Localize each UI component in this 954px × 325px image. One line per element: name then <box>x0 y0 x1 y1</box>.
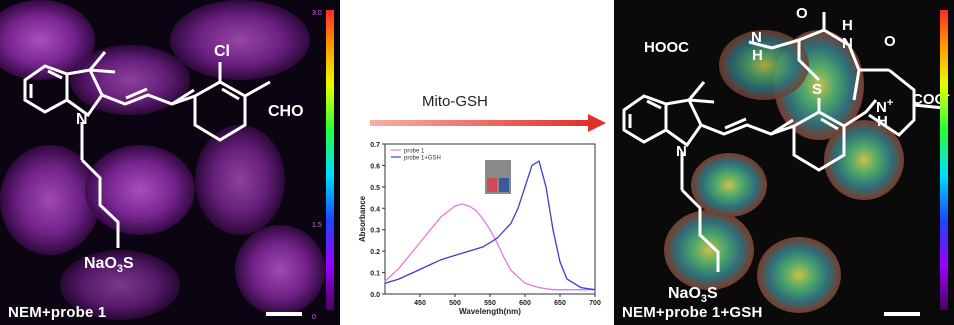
series-line-1 <box>384 160 596 291</box>
series-1-point <box>517 207 519 209</box>
legend-label-0: probe 1 <box>404 149 425 155</box>
left-microscopy-panel: Cl CHO N NaO3S 3.0 1.5 0 NEM+probe 1 <box>0 0 340 325</box>
series-1-point <box>398 278 400 280</box>
x-tick-label: 700 <box>589 300 601 307</box>
y-tick-label: 0.5 <box>370 185 380 192</box>
series-0-point <box>552 289 554 291</box>
right-colorbar <box>940 10 948 310</box>
series-1-point <box>468 250 470 252</box>
h1-label: H <box>752 47 763 64</box>
series-1-point <box>580 286 582 289</box>
cho-label: CHO <box>268 103 304 120</box>
series-1-point <box>482 246 484 248</box>
series-1-point <box>538 160 540 162</box>
x-tick-label: 550 <box>484 300 496 307</box>
left-caption: NEM+probe 1 <box>8 304 107 321</box>
product-labels: HOOC N H O H N O S N+ H COO- N NaO3S <box>644 5 950 305</box>
reaction-label: Mito-GSH <box>422 93 488 110</box>
probe-1-structure <box>23 51 271 248</box>
series-1-point <box>412 271 414 274</box>
colorbar-tick-bottom: 0 <box>312 314 316 321</box>
series-0-point <box>510 269 512 272</box>
series-line-0 <box>384 203 595 291</box>
left-colorbar <box>326 10 334 310</box>
h3-label: H <box>877 113 888 130</box>
cl-label: Cl <box>214 43 230 60</box>
series-1-point <box>594 289 596 291</box>
right-cells-image: HOOC N H O H N O S N+ H COO- N NaO3S <box>622 5 950 313</box>
series-1-point <box>426 265 428 267</box>
product-structure <box>622 12 945 272</box>
salt-label: NaO3S <box>84 255 134 275</box>
vial-probe-gsh <box>499 178 509 192</box>
h2-label: H <box>842 17 853 34</box>
coo-label: COO- <box>912 89 950 108</box>
series-1-point <box>496 237 498 239</box>
series-0-point <box>412 250 414 252</box>
y-tick-label: 0.4 <box>370 206 380 213</box>
colorbar-tick-top: 3.0 <box>312 10 322 17</box>
series-0-point <box>566 289 568 291</box>
series-1-point <box>531 164 533 167</box>
x-tick-label: 450 <box>414 300 426 307</box>
series-1-point <box>559 261 561 263</box>
n-left-label: N <box>676 143 687 160</box>
series-0-point <box>426 233 428 235</box>
series-0-point <box>440 216 442 218</box>
legend-label-1: probe 1+GSH <box>404 156 441 162</box>
series-1-point <box>552 229 554 231</box>
series-0-point <box>475 209 477 212</box>
n3-label: N+ <box>876 97 893 116</box>
series-0-point <box>454 205 456 207</box>
series-1-point <box>440 259 442 261</box>
series-0-point <box>489 229 491 231</box>
series-1-point <box>524 186 526 188</box>
series-0-point <box>468 205 470 207</box>
y-tick-label: 0.0 <box>370 292 380 299</box>
hooc-label: HOOC <box>644 39 689 56</box>
series-1-point <box>454 254 456 257</box>
probe-1-labels: Cl CHO N NaO3S <box>76 43 304 275</box>
series-1-point <box>545 186 547 188</box>
right-scale-bar <box>884 312 920 316</box>
series-0-point <box>482 218 484 220</box>
series-0-point <box>496 241 498 244</box>
n-label: N <box>76 111 88 128</box>
series-0-point <box>503 256 505 259</box>
y-tick-label: 0.3 <box>370 228 380 235</box>
x-axis-label: Wavelength(nm) <box>459 307 521 316</box>
absorbance-spectrum-chart: 0.0 0.1 0.2 0.3 0.4 0.5 0.6 0.7 450 500 550 600 650 7… <box>358 142 601 316</box>
n1-label: N <box>751 29 762 46</box>
series-0-point <box>538 286 540 289</box>
series-1-point <box>384 282 386 284</box>
reaction-arrow <box>370 114 606 132</box>
y-tick-label: 0.6 <box>370 163 380 170</box>
series-0-point <box>580 289 582 291</box>
series-0-point <box>524 282 526 284</box>
left-scale-bar <box>266 312 302 316</box>
right-microscopy-panel: HOOC N H O H N O S N+ H COO- N NaO3S NEM… <box>614 0 954 325</box>
series-0-point <box>461 203 463 205</box>
x-tick-label: 500 <box>449 300 461 307</box>
n2-label: N <box>842 35 853 52</box>
s-label: S <box>812 81 822 98</box>
x-tick-label: 600 <box>519 300 531 307</box>
y-axis-label: Absorbance <box>358 195 367 242</box>
series-0-point <box>398 267 400 269</box>
right-caption: NEM+probe 1+GSH <box>622 304 763 321</box>
y-tick-label: 0.7 <box>370 142 380 149</box>
y-tick-label: 0.2 <box>370 249 380 256</box>
series-1-point <box>510 222 512 224</box>
o1-label: O <box>796 5 808 22</box>
left-cells-image: Cl CHO N NaO3S <box>0 0 325 320</box>
vial-probe <box>487 178 497 192</box>
x-tick-label: 650 <box>554 300 566 307</box>
series-0-point <box>384 280 386 282</box>
colorbar-tick-mid: 1.5 <box>312 222 322 229</box>
y-tick-label: 0.1 <box>370 271 380 278</box>
o2-label: O <box>884 33 896 50</box>
salt-label-right: NaO3S <box>668 285 718 305</box>
series-1-point <box>566 278 568 280</box>
